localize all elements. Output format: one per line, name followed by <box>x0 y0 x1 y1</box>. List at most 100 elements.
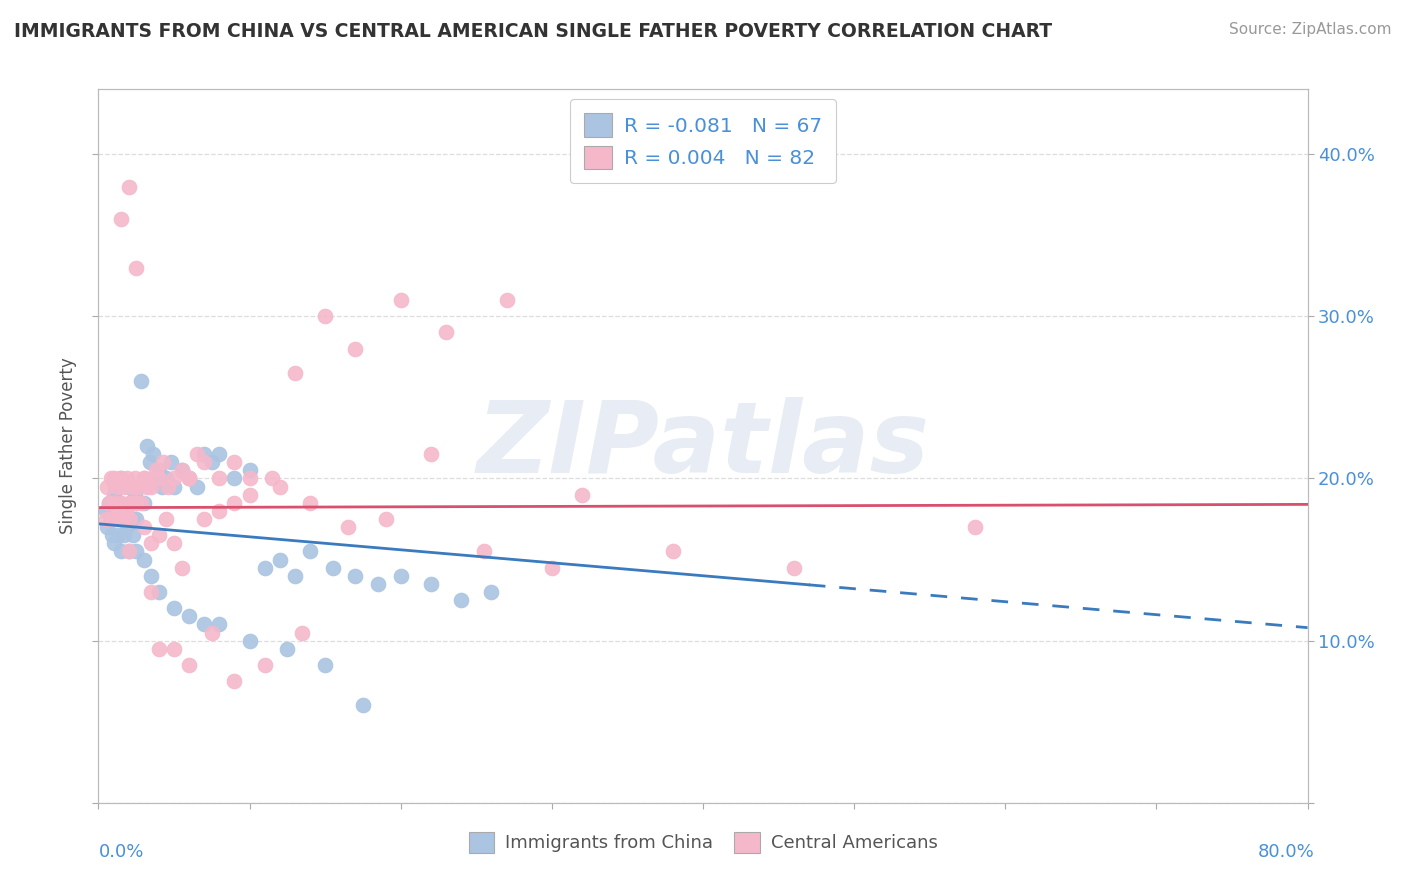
Point <box>125 260 148 275</box>
Point <box>120 512 142 526</box>
Point <box>112 528 135 542</box>
Point <box>124 488 146 502</box>
Point <box>112 479 135 493</box>
Point <box>125 512 148 526</box>
Point <box>434 326 457 340</box>
Text: Source: ZipAtlas.com: Source: ZipAtlas.com <box>1229 22 1392 37</box>
Point <box>540 560 562 574</box>
Point <box>450 593 472 607</box>
Point <box>336 520 359 534</box>
Point <box>132 552 155 566</box>
Point <box>96 520 118 534</box>
Point <box>239 488 262 502</box>
Point <box>163 601 186 615</box>
Point <box>148 641 170 656</box>
Point <box>179 471 201 485</box>
Point <box>193 447 215 461</box>
Point <box>571 488 593 502</box>
Point <box>186 447 208 461</box>
Point <box>148 463 170 477</box>
Point <box>132 471 155 485</box>
Point <box>299 544 322 558</box>
Point <box>103 488 125 502</box>
Point <box>661 544 683 558</box>
Point <box>179 657 201 672</box>
Point <box>118 544 141 558</box>
Point <box>314 310 336 324</box>
Point <box>121 479 143 493</box>
Legend: Immigrants from China, Central Americans: Immigrants from China, Central Americans <box>460 822 946 862</box>
Point <box>94 504 117 518</box>
Point <box>299 496 322 510</box>
Point <box>145 463 167 477</box>
Point <box>276 641 298 656</box>
Point <box>110 471 132 485</box>
Point <box>148 471 170 485</box>
Point <box>122 528 145 542</box>
Point <box>284 568 307 582</box>
Point <box>110 544 132 558</box>
Point <box>965 520 987 534</box>
Point <box>155 512 177 526</box>
Point <box>163 536 186 550</box>
Point <box>284 366 307 380</box>
Point <box>141 568 163 582</box>
Point <box>208 504 231 518</box>
Point <box>105 479 128 493</box>
Point <box>108 471 131 485</box>
Point <box>145 471 167 485</box>
Point <box>118 479 141 493</box>
Point <box>344 568 367 582</box>
Point <box>103 536 125 550</box>
Point <box>208 471 231 485</box>
Point <box>389 293 412 307</box>
Point <box>118 179 141 194</box>
Point <box>163 479 186 493</box>
Point <box>150 479 173 493</box>
Point <box>132 520 155 534</box>
Point <box>141 479 163 493</box>
Point <box>127 479 149 493</box>
Point <box>201 455 224 469</box>
Point <box>193 512 215 526</box>
Point <box>420 447 443 461</box>
Text: 0.0%: 0.0% <box>98 843 143 861</box>
Point <box>239 463 262 477</box>
Point <box>125 496 148 510</box>
Point <box>110 496 132 510</box>
Point <box>389 568 412 582</box>
Point <box>269 552 291 566</box>
Y-axis label: Single Father Poverty: Single Father Poverty <box>59 358 77 534</box>
Point <box>186 479 208 493</box>
Point <box>114 504 136 518</box>
Point <box>94 512 117 526</box>
Point <box>208 617 231 632</box>
Point <box>125 496 148 510</box>
Point <box>105 512 128 526</box>
Point <box>163 471 186 485</box>
Point <box>481 585 503 599</box>
Point <box>104 512 127 526</box>
Point <box>132 471 155 485</box>
Text: 80.0%: 80.0% <box>1258 843 1315 861</box>
Point <box>135 439 157 453</box>
Point <box>110 211 132 226</box>
Point <box>115 471 138 485</box>
Point <box>291 625 314 640</box>
Point <box>104 479 127 493</box>
Point <box>98 496 121 510</box>
Point <box>239 471 262 485</box>
Point <box>139 455 162 469</box>
Point <box>101 512 124 526</box>
Point <box>367 577 389 591</box>
Point <box>124 471 146 485</box>
Point <box>129 496 152 510</box>
Point <box>193 617 215 632</box>
Point <box>103 471 125 485</box>
Point <box>101 528 124 542</box>
Point <box>179 471 201 485</box>
Point <box>120 496 142 510</box>
Point <box>253 657 276 672</box>
Point <box>170 560 193 574</box>
Point <box>108 496 131 510</box>
